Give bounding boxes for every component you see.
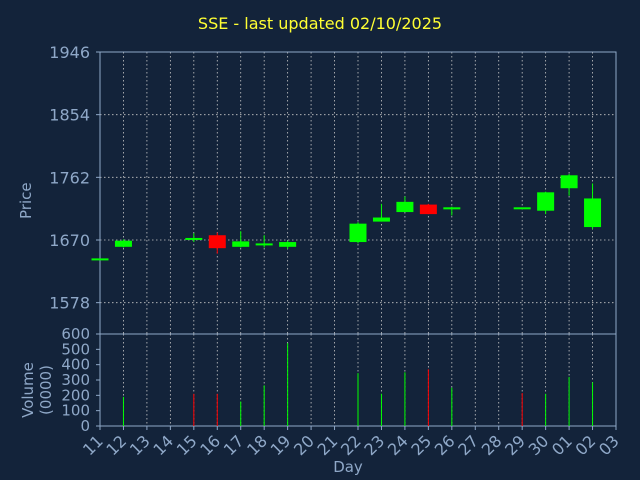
price-tick-label: 1670: [49, 231, 90, 250]
volume-tick-label: 500: [61, 340, 90, 358]
candle-body: [584, 198, 602, 228]
candle-body: [513, 207, 531, 210]
chart-title: SSE - last updated 02/10/2025: [197, 14, 443, 33]
candle-body: [372, 217, 390, 222]
price-tick-label: 1578: [49, 294, 90, 313]
volume-tick-label: 0: [80, 417, 90, 435]
candle-body: [279, 242, 297, 247]
x-tick-label: 03: [595, 431, 623, 459]
volume-tick-label: 200: [61, 386, 90, 404]
volume-tick-label: 400: [61, 356, 90, 374]
candle-body: [560, 175, 578, 189]
candle-body: [443, 207, 461, 210]
candle-body: [349, 223, 367, 243]
volume-tick-label: 300: [61, 371, 90, 389]
candle-body: [114, 240, 132, 247]
price-tick-label: 1762: [49, 168, 90, 187]
candle-body: [419, 204, 437, 215]
candle-body: [396, 201, 414, 213]
candle-body: [255, 243, 273, 246]
volume-tick-label: 600: [61, 325, 90, 343]
candle-body: [185, 237, 203, 240]
candle-body: [232, 241, 250, 247]
price-tick-label: 1946: [49, 43, 90, 62]
candle-body: [91, 258, 109, 261]
x-axis-label: Day: [333, 458, 363, 476]
price-tick-label: 1854: [49, 106, 90, 125]
volume-tick-label: 100: [61, 402, 90, 420]
candle-body: [537, 192, 555, 211]
candle-body: [208, 235, 226, 249]
